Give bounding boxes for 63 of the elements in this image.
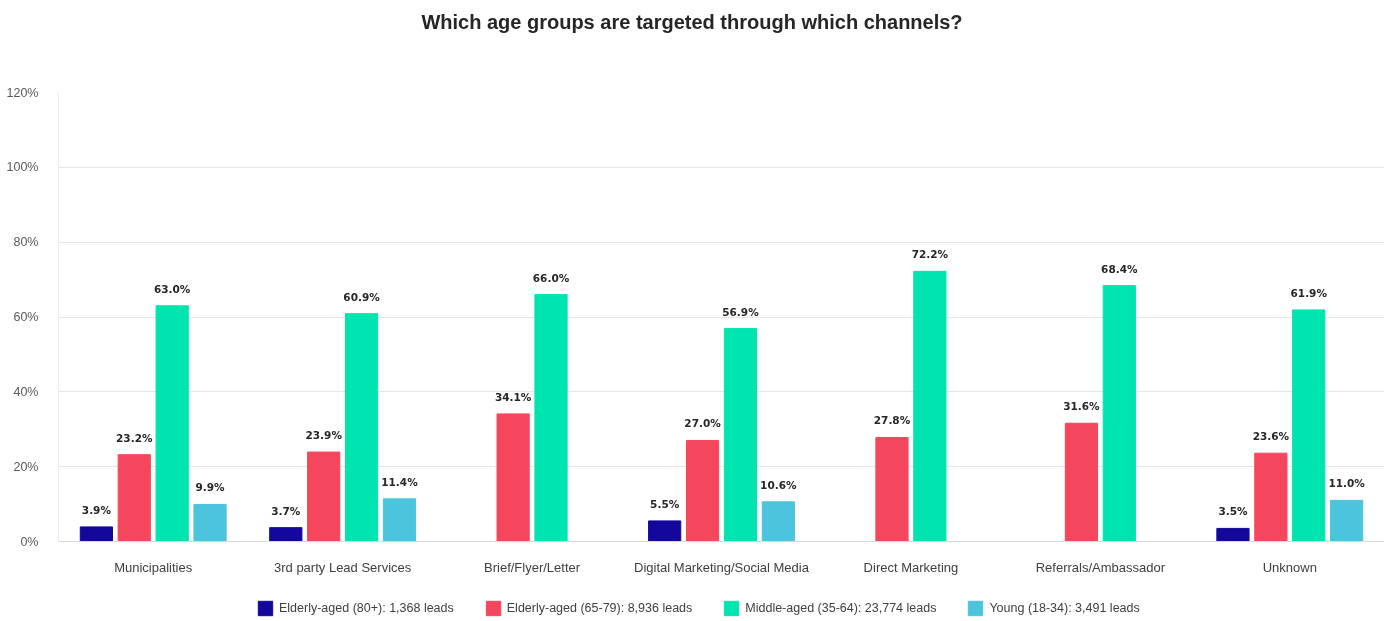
bar [723,328,758,542]
y-tick-label: 20% [13,459,39,474]
data-label: 23.2% [116,431,153,444]
bar [648,520,682,542]
x-tick-label: Digital Marketing/Social Media [634,559,810,575]
x-tick-label: 3rd party Lead Services [274,559,412,575]
data-label: 34.1% [494,390,532,403]
y-tick-label: 120% [6,85,39,100]
data-label: 68.4% [1101,262,1138,275]
data-label: 63.0% [153,282,191,295]
bar [1216,527,1250,542]
x-tick-label: Referrals/Ambassador [1035,559,1166,575]
data-label: 3.7% [271,504,301,517]
bar [117,454,151,542]
bar [344,313,379,542]
x-tick-label: Municipalities [114,559,193,575]
bar [875,436,909,542]
x-tick-label: Brief/Flyer/Letter [484,559,581,575]
y-tick-label: 40% [13,384,39,399]
bar [913,270,947,542]
bar [1102,285,1136,542]
data-label: 11.0% [1328,477,1366,490]
bar [307,451,341,542]
data-label: 5.5% [650,497,680,510]
bar [382,498,417,542]
legend-label: Elderly-aged (80+): 1,368 leads [279,601,454,615]
data-label: 10.6% [760,478,798,491]
legend-label: Elderly-aged (65-79): 8,936 leads [506,601,693,615]
data-label: 72.2% [911,248,949,261]
bar [685,439,720,542]
data-label: 23.6% [1252,430,1290,443]
y-tick-label: 0% [20,534,39,549]
data-label: 9.9% [195,481,226,494]
bar [534,294,568,542]
data-label: 3.5% [1218,505,1248,518]
x-tick-label: Direct Marketing [863,559,959,575]
data-label: 11.4% [381,475,419,488]
bar [1292,309,1326,542]
data-label: 61.9% [1290,286,1328,299]
bar [79,526,113,542]
data-label: 66.0% [532,271,570,284]
legend-label: Young (18-34): 3,491 leads [989,601,1140,615]
data-label: 56.9% [722,305,760,318]
data-label: 27.8% [873,414,911,427]
x-tick-label: Unknown [1262,559,1317,575]
bar [496,413,530,542]
bar [761,501,795,542]
bar [1064,422,1099,542]
y-tick-label: 60% [13,310,39,324]
data-label: 23.9% [305,429,343,442]
data-label: 3.9% [81,503,112,516]
legend-label: Middle-aged (35-64): 23,774 leads [745,601,937,615]
y-tick-label: 80% [13,235,39,250]
data-label: 31.6% [1063,400,1101,413]
bar [269,527,303,542]
bar [1254,452,1288,542]
y-tick-label: 100% [6,160,39,175]
data-label: 60.9% [343,290,381,303]
chart-title: Which age groups are targeted through which channels? [421,10,963,34]
bar [155,305,189,542]
bar [1330,499,1364,542]
data-label: 27.0% [684,417,722,430]
bar [193,503,227,542]
